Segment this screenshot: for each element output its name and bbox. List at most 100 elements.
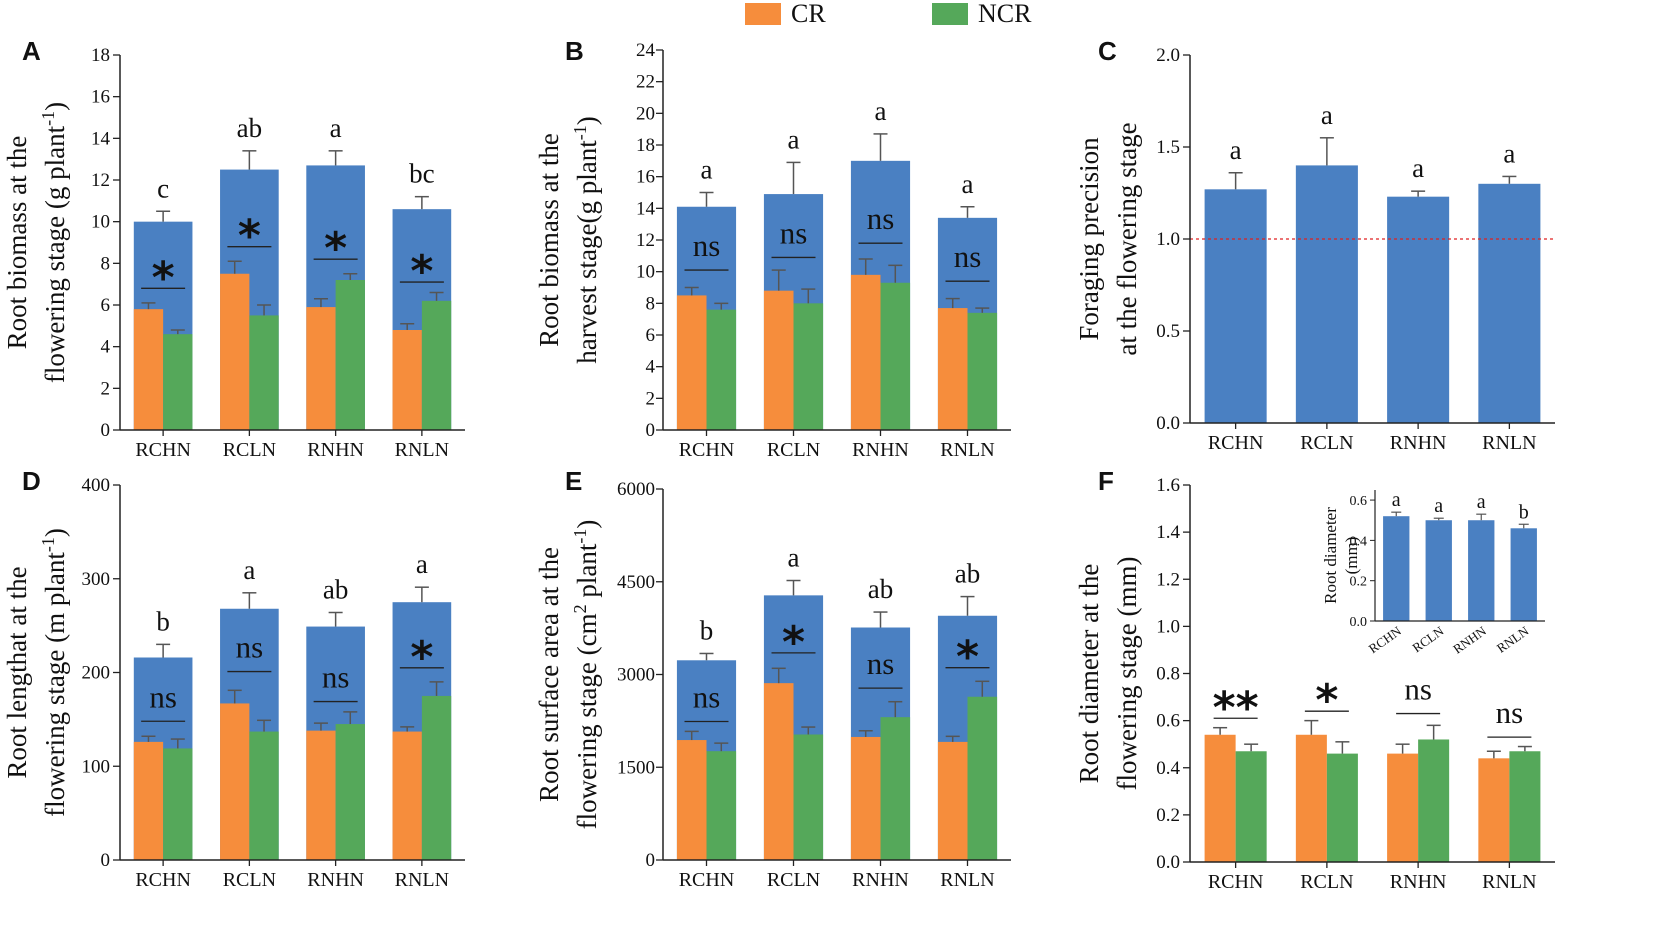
panel-b-xtick-label-0: RCHN (679, 439, 735, 461)
panel-a-cr-bar-rnhn (306, 307, 336, 430)
panel-e-letter-0: b (700, 615, 714, 645)
panel-c-ytick-label-2: 1.0 (1156, 229, 1180, 250)
panel-d-cr-bar-rnln (392, 731, 422, 860)
panel-e-ytick-label-3: 4500 (617, 572, 655, 593)
panel-b-ytick-label-0: 0 (646, 420, 656, 441)
panel-d-ylabel-line2: flowering stage (m plant-1) (38, 528, 70, 817)
panel-d-ncr-bar-rcln (249, 731, 279, 860)
panel-f-ytick-label-8: 1.6 (1156, 475, 1180, 496)
panel-f-ncr-bar-rnhn (1418, 739, 1450, 862)
panel-a-ytick-label-7: 14 (91, 128, 111, 149)
panel-e-cr-bar-rchn (676, 740, 707, 860)
panel-f-xtick-label-3: RNLN (1482, 871, 1536, 893)
panel-f-ncr-bar-rchn (1235, 751, 1267, 862)
panel-b: B Root biomass at the harvest stage(g plan… (534, 36, 1011, 461)
legend-label-ncr: NCR (978, 0, 1032, 28)
panel-b-ytick-label-7: 14 (636, 198, 656, 219)
panel-a-ylabel-line1: Root biomass at the (2, 136, 32, 350)
panel-d-sig-2: ns (322, 660, 350, 695)
panel-e-letter: E (565, 466, 582, 496)
panel-e-letter-3: ab (955, 559, 980, 589)
panel-b-sig-2: ns (867, 201, 895, 236)
panel-b-cr-bar-rchn (676, 295, 707, 430)
panel-f-inset-bar-rchn (1383, 516, 1410, 621)
panel-a-ytick-label-8: 16 (91, 87, 110, 108)
panel-b-letter-0: a (701, 155, 713, 185)
panel-b-cr-bar-rnhn (850, 274, 881, 430)
panel-f-ytick-label-3: 0.6 (1156, 711, 1180, 732)
panel-f-ncr-bar-rnln (1509, 751, 1541, 862)
panel-f-ytick-label-4: 0.8 (1156, 664, 1180, 685)
panel-d-ylabel-line1: Root lengthat at the (2, 566, 32, 778)
panel-a-ytick-label-1: 2 (101, 378, 111, 399)
panel-a-cr-bar-rnln (392, 330, 422, 430)
panel-f-cr-bar-rcln (1295, 734, 1327, 862)
panel-a-ytick-label-6: 12 (91, 170, 110, 191)
panel-f-letter: F (1098, 466, 1114, 496)
panel-c-xtick-label-1: RCLN (1300, 432, 1353, 454)
panel-e-xtick-label-1: RCLN (767, 869, 820, 891)
panel-a-sig-0: * (152, 252, 175, 303)
panel-d-ytick-label-2: 200 (82, 663, 111, 684)
panel-d-letter-1: a (243, 555, 255, 585)
panel-b-ytick-label-2: 4 (646, 357, 656, 378)
panel-c-total-bar-rcln (1295, 165, 1358, 423)
panel-b-ytick-label-9: 18 (636, 135, 655, 156)
panel-b-sig-0: ns (693, 228, 721, 263)
panel-c-ytick-label-3: 1.5 (1156, 137, 1180, 158)
panel-e-ytick-label-4: 6000 (617, 479, 655, 500)
panel-c-ylabel-line1: Foraging precision (1074, 137, 1104, 341)
panel-e-xtick-label-3: RNLN (940, 869, 994, 891)
panel-f-sig-2: ns (1404, 672, 1432, 707)
panel-b-ncr-bar-rchn (706, 309, 737, 430)
panel-f-sig-0: ** (1213, 682, 1259, 733)
panel-b-ncr-bar-rnln (967, 312, 998, 430)
panel-d-xtick-label-0: RCHN (135, 869, 191, 891)
panel-a-letter-3: bc (409, 159, 435, 189)
panel-b-cr-bar-rcln (763, 290, 794, 430)
panel-e-letter-1: a (788, 543, 800, 573)
panel-d-letter-3: a (416, 549, 428, 579)
panel-f-xtick-label-0: RCHN (1208, 871, 1264, 893)
panel-e-ncr-bar-rnln (967, 696, 998, 860)
panel-a-letter-0: c (157, 173, 169, 203)
panel-a-sig-2: * (324, 223, 347, 274)
panel-f-inset-ytick-label-1: 0.2 (1350, 575, 1368, 590)
panel-e: E Root surface area at the flowering stage… (534, 466, 1011, 891)
panel-f-ytick-label-5: 1.0 (1156, 616, 1180, 637)
panel-a-ncr-bar-rnln (421, 300, 452, 430)
panel-f-inset: a a a b 0.0 0.2 0.4 0.6 RCHN RCLN RNHN RNLN Root dia… (1321, 489, 1545, 657)
panel-d-cr-bar-rcln (220, 703, 250, 860)
panel-e-ncr-bar-rcln (793, 734, 824, 860)
panel-f-ytick-label-7: 1.4 (1156, 522, 1180, 543)
panel-d-letter-0: b (156, 606, 170, 636)
panel-d-ytick-label-1: 100 (82, 756, 111, 777)
panel-c-letter-0: a (1230, 135, 1242, 165)
panel-a-ylabel-line2: flowering stage (g plant-1) (38, 102, 70, 383)
panel-a-ncr-bar-rchn (163, 334, 193, 430)
panel-f-inset-bar-rnln (1510, 528, 1537, 621)
legend-swatch-cr (745, 3, 781, 25)
panel-d-ncr-bar-rchn (163, 748, 193, 860)
panel-c-total-bar-rchn (1204, 189, 1267, 423)
panel-b-letter-3: a (962, 169, 974, 199)
panel-f-inset-xtick-label-1: RCLN (1409, 623, 1447, 656)
panel-f-sig-3: ns (1496, 695, 1524, 730)
panel-d-sig-3: * (410, 632, 433, 683)
panel-f-cr-bar-rnln (1478, 758, 1510, 862)
panel-a-ytick-label-3: 6 (101, 295, 111, 316)
panel-b-ytick-label-4: 8 (646, 293, 656, 314)
panel-d-xtick-label-2: RNHN (307, 869, 364, 891)
panel-e-ytick-label-0: 0 (646, 850, 656, 871)
panel-b-letter-1: a (788, 124, 800, 154)
panel-f-inset-letter-1: a (1434, 495, 1443, 517)
panel-b-letter-2: a (875, 96, 887, 126)
panel-f-inset-ylabel-line2: (mm) (1342, 537, 1361, 575)
panel-c: C Foraging precision at the flowering stag… (1074, 36, 1555, 454)
panel-c-ytick-label-1: 0.5 (1156, 321, 1180, 342)
panel-f-inset-letter-2: a (1477, 491, 1486, 513)
panel-f-inset-letter-3: b (1519, 501, 1529, 523)
legend: CR NCR (745, 0, 1032, 28)
panel-a-letter: A (22, 36, 41, 66)
panel-f-inset-ytick-label-0: 0.0 (1350, 615, 1368, 630)
